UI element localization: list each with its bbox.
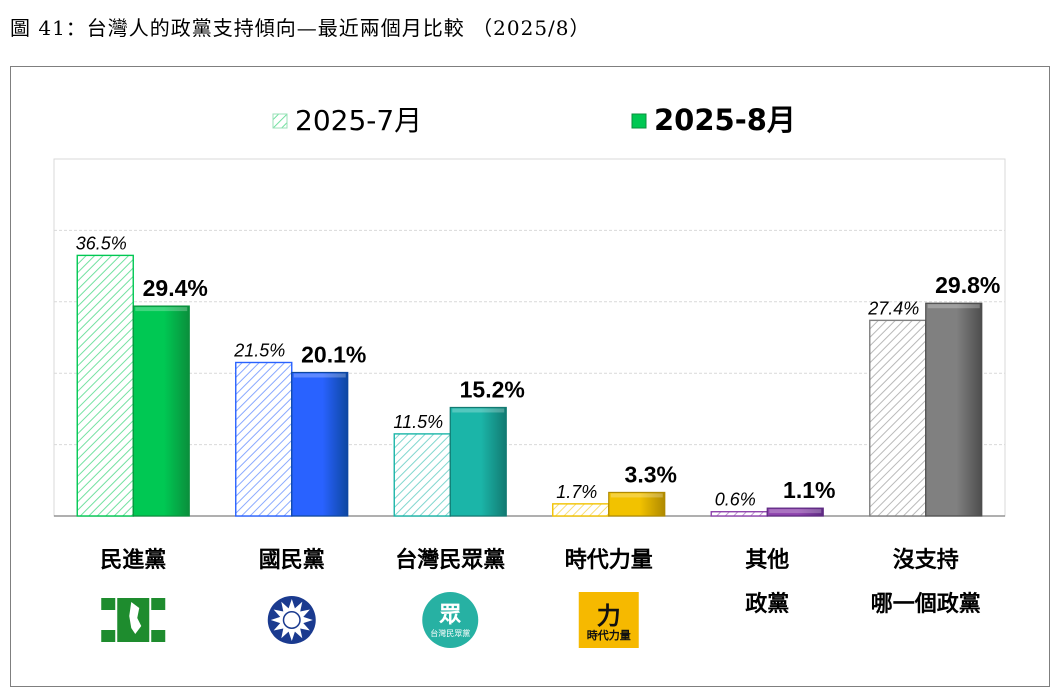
data-label-2025-8-2: 15.2%: [460, 376, 525, 402]
category-label-4-0: 其他: [745, 548, 789, 573]
tpp-logo-name: 台灣民眾黨: [430, 628, 470, 638]
bar-2025-8-1: [291, 371, 349, 517]
bar-2025-7-1: [235, 361, 293, 517]
dpp-logo: [101, 598, 166, 642]
bar-highlight: [293, 373, 346, 378]
bar-highlight: [769, 509, 822, 514]
bar-2025-7-0: [76, 254, 134, 517]
bar-highlight: [927, 304, 980, 309]
legend-item-2025-8: 2025-8月: [631, 103, 796, 137]
data-label-2025-7-0: 36.5%: [76, 233, 127, 253]
category-label-3-0: 時代力量: [565, 548, 653, 573]
chart-frame: 2025-7月 2025-8月 36.5% 29.4% 21.5% 20.1% 11.5%…: [10, 66, 1050, 687]
bar-2025-8-2: [449, 406, 507, 517]
bar-2025-8-0: [132, 305, 190, 517]
kmt-logo: [267, 596, 316, 644]
bar-2025-7-4: [710, 511, 768, 517]
legend-item-2025-7: 2025-7月: [272, 104, 422, 137]
data-label-2025-8-1: 20.1%: [301, 341, 366, 367]
bar-highlight: [452, 408, 505, 413]
bar-chart: 2025-7月 2025-8月 36.5% 29.4% 21.5% 20.1% 11.5%…: [53, 103, 1006, 648]
data-label-2025-7-3: 1.7%: [556, 482, 597, 502]
figure-title: 圖 41：台灣人的政黨支持傾向—最近兩個月比較 （2025/8）: [10, 16, 591, 40]
bar-2025-7-3: [552, 503, 610, 517]
category-label-4-1: 政黨: [745, 591, 789, 617]
category-label-5-1: 哪一個政黨: [871, 591, 981, 617]
data-label-2025-8-3: 3.3%: [625, 461, 677, 487]
bar-2025-8-3: [608, 491, 666, 517]
data-label-2025-7-2: 11.5%: [393, 412, 443, 432]
data-label-2025-7-1: 21.5%: [233, 340, 285, 360]
category-label-0-0: 民進黨: [100, 548, 166, 573]
legend-swatch: [272, 113, 288, 129]
legend-label: 2025-7月: [295, 104, 422, 137]
bar-highlight: [610, 493, 663, 498]
category-label-1-0: 國民黨: [259, 548, 325, 573]
bar-2025-8-4: [766, 507, 824, 517]
bar-2025-7-2: [393, 433, 451, 517]
legend-swatch: [631, 113, 647, 129]
category-label-2-0: 台灣民眾黨: [395, 547, 505, 573]
category-label-5-0: 沒支持: [893, 547, 959, 573]
plot-area: [53, 158, 1006, 517]
data-label-2025-7-5: 27.4%: [867, 298, 919, 318]
npp-logo-glyph: 力: [597, 602, 621, 630]
data-label-2025-8-4: 1.1%: [783, 477, 835, 503]
bar-highlight: [135, 307, 188, 312]
data-label-2025-8-5: 29.8%: [935, 272, 1000, 298]
tpp-logo-glyph: 眾: [438, 603, 461, 628]
bar-2025-7-5: [869, 319, 927, 517]
data-label-2025-8-0: 29.4%: [143, 275, 208, 301]
data-label-2025-7-4: 0.6%: [715, 490, 756, 510]
bar-2025-8-5: [925, 302, 983, 517]
npp-logo-name: 時代力量: [587, 628, 631, 642]
legend-label: 2025-8月: [654, 103, 796, 137]
